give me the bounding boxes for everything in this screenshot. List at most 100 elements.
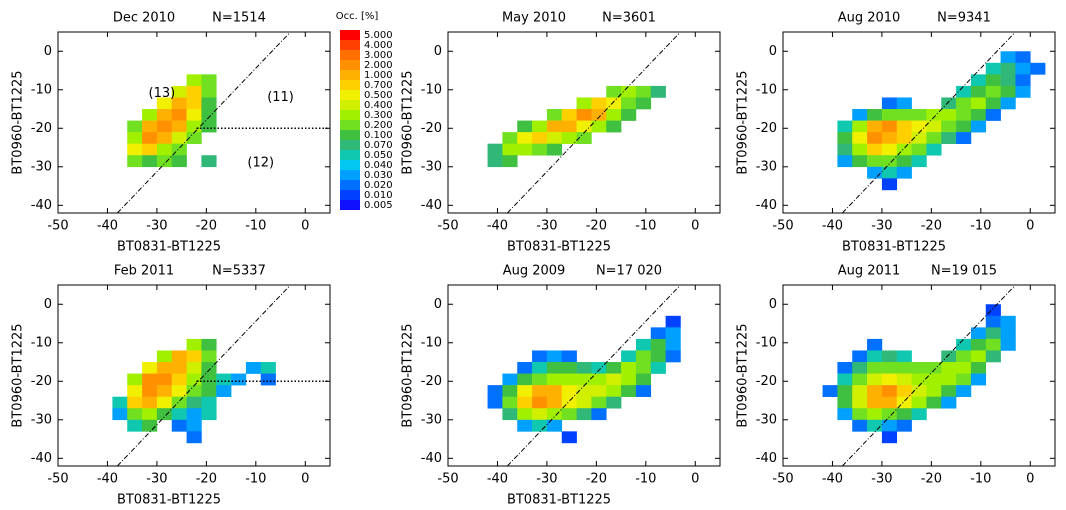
- x-tick-label: -30: [871, 219, 892, 234]
- y-tick-label: -40: [31, 198, 52, 213]
- colorbar-swatch: [340, 100, 360, 110]
- heat-cell: [956, 362, 972, 374]
- heat-cell: [635, 338, 652, 351]
- heat-cell: [1000, 85, 1016, 98]
- heat-cell: [606, 373, 622, 386]
- heat-cell: [1015, 85, 1031, 98]
- x-tick-label: 0: [1026, 219, 1034, 234]
- heat-cell: [970, 327, 987, 340]
- heat-cell: [591, 362, 607, 374]
- heat-cell: [606, 97, 622, 110]
- heat-cell: [127, 385, 143, 397]
- heat-cell: [532, 373, 548, 386]
- heat-cell: [635, 373, 652, 386]
- heat-cell: [546, 373, 563, 386]
- heat-cell: [852, 155, 868, 168]
- heat-cell: [127, 419, 143, 432]
- x-tick-label: -20: [586, 219, 607, 234]
- y-axis-label: BT0960-BT1225: [736, 323, 751, 427]
- heat-cell: [576, 385, 592, 397]
- heat-cell: [837, 132, 853, 144]
- y-tick-label: -10: [421, 82, 442, 97]
- heat-cell: [186, 109, 202, 121]
- colorbar-swatch: [340, 140, 360, 150]
- dashdot-line: [841, 31, 1016, 214]
- x-tick-label: -10: [245, 472, 266, 487]
- heat-cell: [970, 109, 987, 121]
- heat-cell: [1000, 327, 1016, 340]
- heat-cell: [911, 109, 927, 121]
- heat-cell: [896, 143, 912, 156]
- y-tick-label: -30: [31, 159, 52, 174]
- heat-cell: [171, 373, 187, 386]
- heat-cell: [635, 97, 652, 110]
- dashdot-line: [841, 284, 1016, 467]
- x-tick-label: -20: [196, 219, 217, 234]
- heat-cell: [171, 350, 187, 363]
- heat-cell: [956, 385, 972, 397]
- colorbar-label: 0.040: [364, 160, 393, 171]
- heat-cell: [561, 120, 577, 133]
- colorbar-swatch: [340, 150, 360, 160]
- heat-cell: [591, 408, 607, 421]
- y-tick-label: -40: [421, 198, 442, 213]
- heat-cell: [201, 338, 217, 351]
- heat-cell: [985, 304, 1001, 317]
- heat-cell: [621, 85, 637, 98]
- heat-cell: [186, 350, 202, 363]
- panel-count: N=17 020: [596, 264, 662, 279]
- heat-cell: [852, 362, 868, 374]
- heat-cell: [502, 155, 518, 168]
- heat-cell: [546, 132, 563, 144]
- x-tick-label: -10: [245, 219, 266, 234]
- heat-cell: [881, 132, 898, 144]
- heat-cell: [606, 109, 622, 121]
- heat-cell: [112, 396, 128, 409]
- heat-cell: [591, 109, 607, 121]
- colorbar-swatch: [340, 200, 360, 210]
- heat-cell: [532, 120, 548, 133]
- heat-cell: [142, 155, 158, 168]
- heat-cell: [142, 408, 158, 421]
- x-tick-label: -30: [536, 472, 557, 487]
- heat-cell: [576, 109, 592, 121]
- heat-cell: [822, 385, 838, 397]
- heat-cell: [487, 143, 503, 156]
- heat-cell: [171, 362, 187, 374]
- heat-cell: [970, 338, 987, 351]
- heat-cell: [546, 120, 563, 133]
- heat-cell: [142, 396, 158, 409]
- x-tick-label: -50: [437, 472, 458, 487]
- panel-title: May 2010: [502, 11, 566, 26]
- panel-title: Dec 2010: [113, 11, 175, 26]
- heat-cell: [156, 155, 173, 168]
- y-tick-label: -30: [421, 159, 442, 174]
- heat-cell: [127, 155, 143, 168]
- heat-cell: [591, 97, 607, 110]
- heat-cell: [867, 373, 883, 386]
- x-tick-label: -50: [772, 472, 793, 487]
- heat-cell: [881, 408, 898, 421]
- heat-cell: [881, 396, 898, 409]
- heat-cell: [665, 327, 681, 340]
- heat-cell: [561, 109, 577, 121]
- plot-frame: [57, 31, 331, 214]
- heat-cell: [896, 419, 912, 432]
- y-tick-label: -20: [756, 374, 777, 389]
- heat-cell: [941, 132, 957, 144]
- heat-cell: [881, 385, 898, 397]
- heat-cell: [201, 385, 217, 397]
- heat-cell: [911, 408, 927, 421]
- heat-cell: [970, 85, 987, 98]
- heat-cell: [561, 350, 577, 363]
- heat-cell: [546, 408, 563, 421]
- heat-cell: [201, 97, 217, 110]
- heat-cell: [985, 62, 1001, 75]
- colorbar-swatch: [340, 80, 360, 90]
- heat-cell: [591, 385, 607, 397]
- colorbar-swatch: [340, 120, 360, 130]
- heat-cell: [201, 74, 217, 87]
- heat-cell: [941, 362, 957, 374]
- heat-cell: [926, 132, 942, 144]
- x-tick-label: -20: [921, 472, 942, 487]
